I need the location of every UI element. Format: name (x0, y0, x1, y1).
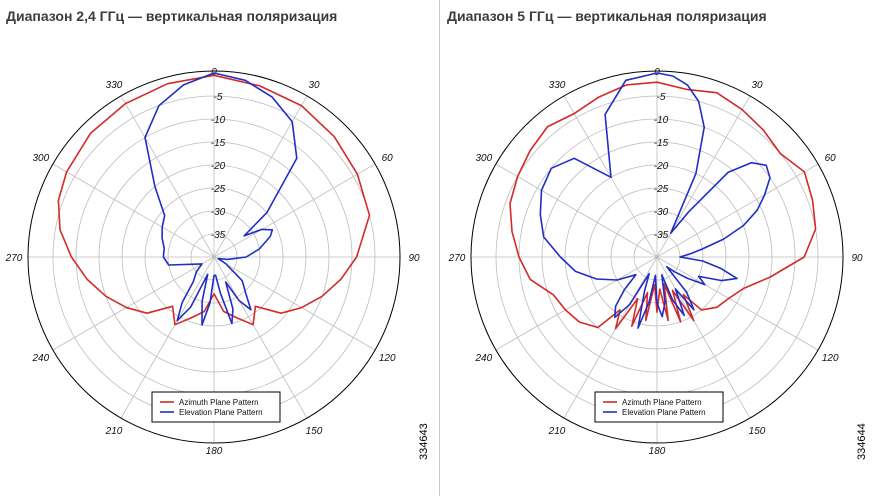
legend-label: Azimuth Plane Pattern (179, 398, 259, 407)
radial-tick-label: -5 (214, 92, 223, 103)
radial-tick-label: -25 (211, 184, 226, 195)
legend-label: Elevation Plane Pattern (179, 408, 263, 417)
angle-tick-label: 60 (825, 153, 837, 164)
radial-tick-label: -25 (654, 184, 669, 195)
radial-tick-label: -35 (211, 230, 226, 241)
angle-tick-label: 240 (474, 353, 492, 364)
grid-spoke (213, 95, 308, 258)
radial-tick-label: -5 (657, 92, 666, 103)
angle-tick-label: 270 (5, 253, 23, 264)
azimuth-series-line (509, 81, 817, 330)
grid-spoke (213, 256, 376, 351)
angle-tick-label: 180 (206, 446, 223, 457)
angle-tick-label: 120 (822, 353, 839, 364)
polar-plot-5ghz: 0306090120150180210240270300330-5-10-15-… (448, 67, 863, 457)
figure-number: 334644 (856, 423, 868, 460)
angle-tick-label: 150 (749, 426, 766, 437)
chart-title: Диапазон 5 ГГц — вертикальная поляризаци… (447, 8, 767, 24)
angle-tick-label: 90 (851, 253, 863, 264)
elevation-series-line (144, 72, 298, 326)
angle-tick-label: 210 (548, 426, 566, 437)
angle-tick-label: 150 (306, 426, 323, 437)
angle-tick-label: 240 (31, 353, 49, 364)
plot-frame (27, 70, 401, 444)
grid-spoke (656, 256, 819, 351)
radial-tick-label: -20 (654, 161, 669, 172)
legend-box (594, 391, 724, 423)
panel-divider (439, 0, 440, 496)
chart-title: Диапазон 2,4 ГГц — вертикальная поляриза… (6, 8, 338, 24)
angle-tick-label: 330 (549, 80, 566, 91)
angle-tick-label: 210 (105, 426, 123, 437)
legend-box (151, 391, 281, 423)
grid-spoke (52, 256, 215, 351)
chart-panel-5ghz: Диапазон 5 ГГц — вертикальная поляризаци… (441, 0, 872, 496)
radial-tick-label: -10 (211, 115, 226, 126)
grid-spoke (656, 163, 819, 258)
radial-tick-label: -10 (654, 115, 669, 126)
grid-spoke (52, 163, 215, 258)
elevation-series-line (539, 72, 771, 329)
azimuth-series-line (57, 74, 371, 326)
figure-number: 334643 (418, 423, 430, 460)
grid-spoke (213, 256, 308, 419)
angle-tick-label: 30 (308, 80, 320, 91)
angle-tick-label: 300 (32, 153, 49, 164)
radial-tick-label: -20 (211, 161, 226, 172)
angle-tick-label: 300 (475, 153, 492, 164)
angle-tick-label: 270 (448, 253, 466, 264)
grid-spoke (213, 163, 376, 258)
angle-tick-label: 120 (379, 353, 396, 364)
grid-spoke (120, 256, 215, 419)
radial-tick-label: -35 (654, 230, 669, 241)
radial-tick-label: -30 (654, 207, 669, 218)
radial-tick-label: -15 (654, 138, 669, 149)
angle-tick-label: 60 (382, 153, 394, 164)
angle-tick-label: 180 (649, 446, 666, 457)
legend-label: Elevation Plane Pattern (622, 408, 706, 417)
grid-spoke (563, 256, 658, 419)
grid-spoke (120, 95, 215, 258)
radial-tick-label: -15 (211, 138, 226, 149)
angle-tick-label: 30 (751, 80, 763, 91)
radial-tick-label: -30 (211, 207, 226, 218)
polar-plot-2-4ghz: 0306090120150180210240270300330-5-10-15-… (5, 67, 420, 457)
legend-label: Azimuth Plane Pattern (622, 398, 702, 407)
angle-tick-label: 330 (106, 80, 123, 91)
plot-frame (470, 70, 844, 444)
angle-tick-label: 90 (408, 253, 420, 264)
grid-spoke (495, 163, 658, 258)
chart-panel-2-4ghz: Диапазон 2,4 ГГц — вертикальная поляриза… (5, 8, 430, 460)
grid-spoke (656, 256, 751, 419)
grid-spoke (495, 256, 658, 351)
